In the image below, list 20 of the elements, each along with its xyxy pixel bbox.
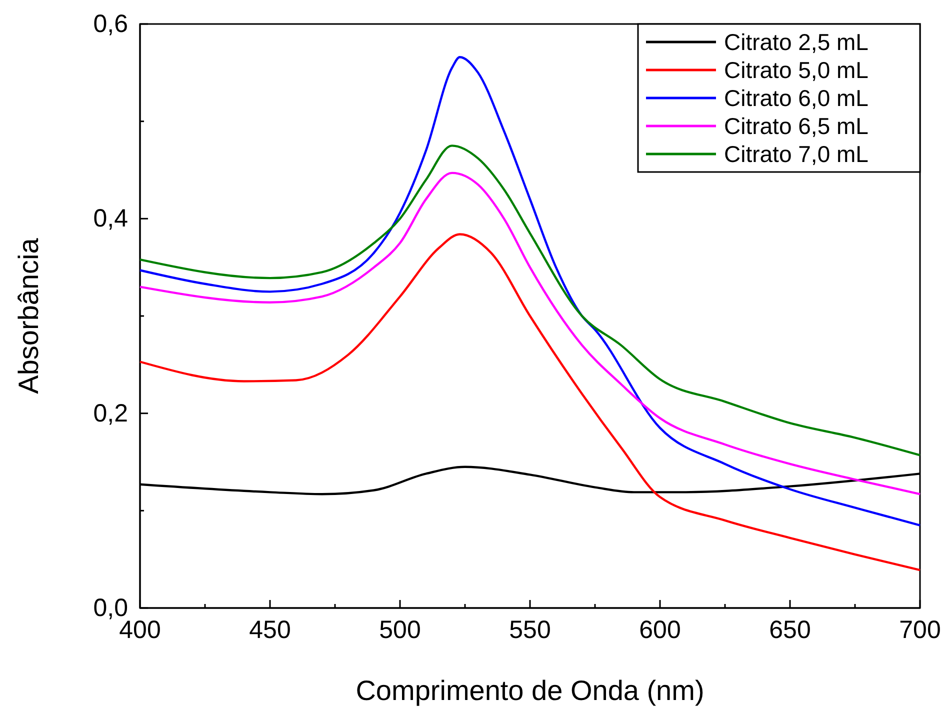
line-series — [138, 144, 922, 456]
x-tick-label: 600 — [639, 616, 681, 644]
legend-label: Citrato 5,0 mL — [724, 57, 869, 83]
y-tick-label: 0,2 — [93, 399, 128, 428]
x-axis-title: Comprimento de Onda (nm) — [356, 675, 704, 706]
y-tick-label: 0,4 — [93, 204, 128, 233]
line-series — [138, 56, 922, 526]
y-axis-title: Absorbância — [13, 238, 44, 394]
line-series — [138, 172, 922, 496]
x-tick-label: 450 — [249, 616, 291, 644]
line-series — [138, 233, 922, 572]
legend-label: Citrato 7,0 mL — [724, 141, 869, 167]
x-tick-label: 700 — [899, 616, 941, 644]
legend-label: Citrato 2,5 mL — [724, 29, 869, 55]
y-tick-label: 0,6 — [93, 10, 128, 38]
legend-label: Citrato 6,5 mL — [724, 113, 869, 139]
legend-label: Citrato 6,0 mL — [724, 85, 869, 111]
x-tick-label: 650 — [769, 616, 811, 644]
x-tick-label: 550 — [509, 616, 551, 644]
x-tick-label: 500 — [379, 616, 421, 644]
